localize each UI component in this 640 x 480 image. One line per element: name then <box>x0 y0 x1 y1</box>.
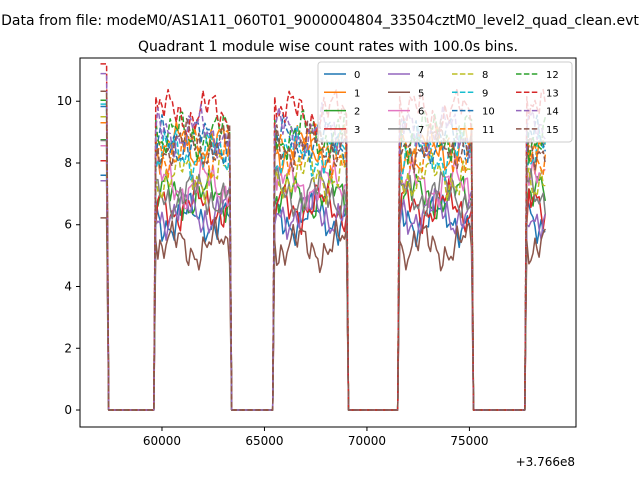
legend-label-2: 2 <box>354 107 360 118</box>
legend-label-14: 14 <box>546 107 559 118</box>
legend-label-6: 6 <box>418 107 424 118</box>
x-axis: 60000 65000 70000 75000 <box>143 427 489 448</box>
chart-title: Quadrant 1 module wise count rates with … <box>138 39 518 55</box>
legend-label-15: 15 <box>546 125 559 136</box>
x-offset-text: +3.766e8 <box>516 455 575 469</box>
legend-label-13: 13 <box>546 88 559 99</box>
y-tick-label: 2 <box>64 341 72 355</box>
y-axis: 0 2 4 6 8 10 <box>57 94 80 417</box>
x-tick-label: 65000 <box>245 434 283 448</box>
legend-label-8: 8 <box>482 70 488 81</box>
legend-label-5: 5 <box>418 88 424 99</box>
figure-suptitle: Data from file: modeM0/AS1A11_060T01_900… <box>1 13 639 29</box>
legend-label-1: 1 <box>354 88 360 99</box>
legend-label-12: 12 <box>546 70 559 81</box>
x-tick-label: 70000 <box>348 434 386 448</box>
legend-label-7: 7 <box>418 125 424 136</box>
legend-label-11: 11 <box>482 125 495 136</box>
plot-area <box>100 63 547 411</box>
y-tick-label: 8 <box>64 156 72 170</box>
series-line-15 <box>100 90 547 411</box>
axes-frame <box>79 57 577 428</box>
series-line-5 <box>100 216 546 411</box>
x-tick-label: 75000 <box>450 434 488 448</box>
x-tick-label: 60000 <box>143 434 181 448</box>
legend-label-4: 4 <box>418 70 424 81</box>
y-tick-label: 6 <box>64 218 72 232</box>
y-tick-label: 0 <box>64 403 72 417</box>
legend-label-9: 9 <box>482 88 488 99</box>
legend-frame <box>317 61 573 143</box>
y-tick-label: 10 <box>57 94 72 108</box>
legend-label-0: 0 <box>354 70 360 81</box>
legend-label-3: 3 <box>354 125 360 136</box>
legend-label-10: 10 <box>482 107 495 118</box>
y-tick-label: 4 <box>64 280 72 294</box>
